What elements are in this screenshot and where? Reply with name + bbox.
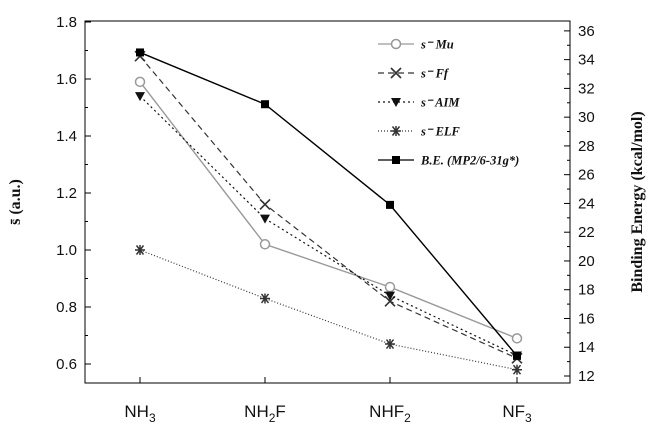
data-point [261,100,269,109]
series-5 [136,48,521,360]
data-point [135,245,145,255]
right-tick-label: 24 [578,195,595,212]
data-point [259,198,271,210]
left-tick-label: 1.2 [56,185,77,202]
right-tick-label: 30 [578,109,595,126]
right-tick-label: 16 [578,310,595,327]
right-axis-title: Binding Energy (kcal/mol) [629,111,646,292]
series-line [139,55,518,359]
right-tick-label: 28 [578,138,595,155]
data-point [260,214,270,224]
data-point [391,98,401,107]
data-point [390,67,402,79]
right-tick-label: 12 [578,368,595,385]
x-tick-label: NHF2 [369,402,411,425]
right-tick-label: 26 [578,167,595,184]
series-line [139,249,518,371]
data-point [512,364,522,375]
x-axis-ticks: NH3 NH2F NHF2 NF3 [124,377,532,425]
left-axis-title: s̄ (a.u.) [7,179,24,225]
legend-label: s⁻ ELF [420,125,461,139]
left-tick-label: 1.0 [56,242,77,259]
left-tick-label: 0.6 [56,356,77,373]
legend-item: s⁻ AIM [378,96,460,110]
data-point [384,295,396,307]
left-axis-ticks: 0.6 0.8 1.0 1.2 1.4 1.6 1.8 [56,14,91,373]
left-tick-label: 1.6 [56,71,77,88]
legend-label: s⁻ Mu [420,38,454,52]
series-1 [134,76,523,344]
legend-item: s⁻ ELF [378,125,461,139]
right-tick-label: 18 [578,282,595,299]
data-point [392,156,400,164]
x-tick-label: NH3 [124,402,156,425]
legend: s⁻ Mu s⁻ Ff s⁻ AIM s⁻ ELF B.E. (MP2/6-31g*) [378,38,519,168]
plot-frame [84,20,571,384]
legend-item: B.E. (MP2/6-31g*) [378,154,519,168]
data-point [386,200,394,209]
left-tick-label: 0.8 [56,299,77,316]
series-layer [134,48,523,375]
data-point [511,333,523,344]
right-tick-label: 22 [578,224,595,241]
data-point [259,239,271,250]
data-point [385,339,395,350]
series-4 [135,245,522,375]
legend-label: s⁻ Ff [420,67,450,81]
right-tick-label: 20 [578,253,595,270]
legend-label: s⁻ AIM [420,96,460,110]
data-point [513,351,521,360]
series-line [139,51,518,357]
data-point [135,92,145,102]
data-point [384,281,396,293]
x-tick-label: NF3 [502,402,532,425]
left-tick-label: 1.8 [56,14,77,31]
data-point [390,38,402,50]
left-tick-label: 1.4 [56,128,77,145]
x-tick-label: NH2F [244,402,286,425]
right-tick-label: 32 [578,80,595,97]
right-tick-label: 36 [578,23,595,40]
legend-label: B.E. (MP2/6-31g*) [420,154,519,168]
series-3 [135,92,522,361]
data-point [136,48,144,57]
data-point [134,76,146,88]
legend-item: s⁻ Mu [378,38,454,52]
right-tick-label: 34 [578,52,595,69]
data-point [385,291,395,301]
legend-item: s⁻ Ff [378,67,450,81]
series-line [139,95,518,356]
right-axis-ticks: 12 14 16 18 20 22 24 26 28 30 32 34 36 [564,23,595,385]
data-point [391,126,401,136]
data-point [260,293,270,304]
right-tick-label: 14 [578,339,595,356]
series-line [139,81,518,339]
